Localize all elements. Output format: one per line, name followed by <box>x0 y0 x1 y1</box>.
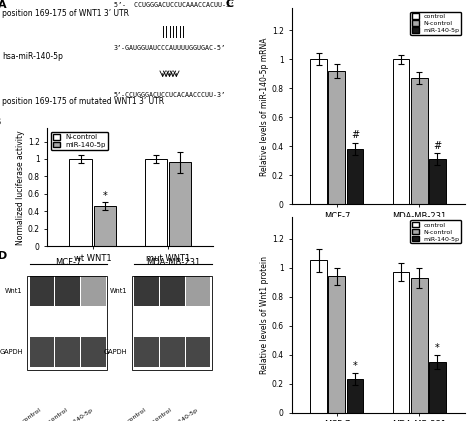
Bar <box>393 272 410 413</box>
Legend: control, N-control, miR-140-5p: control, N-control, miR-140-5p <box>410 11 461 35</box>
Bar <box>411 278 428 413</box>
Text: position 169-175 of mutated WNT1 3’ UTR: position 169-175 of mutated WNT1 3’ UTR <box>2 97 164 106</box>
Text: control: control <box>22 408 43 421</box>
Text: hsa-miR-140-5p: hsa-miR-140-5p <box>2 52 63 61</box>
Legend: N-control, miR-140-5p: N-control, miR-140-5p <box>51 132 108 150</box>
Text: Wnt1: Wnt1 <box>110 288 128 294</box>
Bar <box>346 379 363 413</box>
Text: #: # <box>433 141 441 151</box>
Bar <box>310 260 327 413</box>
Y-axis label: Normalized luciferase activity: Normalized luciferase activity <box>16 130 25 245</box>
Text: position 169-175 of WNT1 3’ UTR: position 169-175 of WNT1 3’ UTR <box>2 9 129 19</box>
Text: 5’-  CCUGGGACUCCUCAAACCACUU-3’: 5’- CCUGGGACUCCUCAAACCACUU-3’ <box>114 3 234 8</box>
Y-axis label: Relative levels of Wnt1 protein: Relative levels of Wnt1 protein <box>260 256 269 374</box>
Text: D: D <box>0 251 7 261</box>
Text: A: A <box>0 0 6 10</box>
Text: B: B <box>0 117 1 127</box>
Bar <box>328 71 345 204</box>
Bar <box>70 159 91 246</box>
Text: #: # <box>351 131 359 140</box>
Bar <box>328 276 345 413</box>
Text: GAPDH: GAPDH <box>104 349 128 355</box>
Y-axis label: Relative levels of miR-140-5p mRNA: Relative levels of miR-140-5p mRNA <box>260 37 269 176</box>
Bar <box>93 206 116 246</box>
Bar <box>429 159 446 204</box>
Bar <box>169 163 191 246</box>
Bar <box>429 362 446 413</box>
Text: 5’-CCUGGGACUCCUCACAACCCUU-3’: 5’-CCUGGGACUCCUCACAACCCUU-3’ <box>114 92 226 98</box>
Text: *: * <box>102 191 107 201</box>
Bar <box>346 149 363 204</box>
Text: *: * <box>435 343 440 353</box>
Text: N-control: N-control <box>42 408 68 421</box>
Text: control: control <box>126 408 147 421</box>
Bar <box>393 59 410 204</box>
Text: MDA-MB-231: MDA-MB-231 <box>146 258 200 266</box>
Legend: control, N-control, miR-140-5p: control, N-control, miR-140-5p <box>410 220 461 243</box>
Bar <box>411 78 428 204</box>
Bar <box>145 159 167 246</box>
Bar <box>310 59 327 204</box>
Text: C: C <box>226 0 234 9</box>
Text: *: * <box>353 360 357 370</box>
Text: miR-140-5p: miR-140-5p <box>166 408 199 421</box>
Text: GAPDH: GAPDH <box>0 349 23 355</box>
Text: Wnt1: Wnt1 <box>5 288 23 294</box>
Text: 3’-GAUGGUAUCCCAUUUUGGUGAC-5’: 3’-GAUGGUAUCCCAUUUUGGUGAC-5’ <box>114 45 226 51</box>
Text: N-control: N-control <box>146 408 173 421</box>
Text: MCF-7: MCF-7 <box>55 258 82 266</box>
Text: miR-140-5p: miR-140-5p <box>62 408 94 421</box>
